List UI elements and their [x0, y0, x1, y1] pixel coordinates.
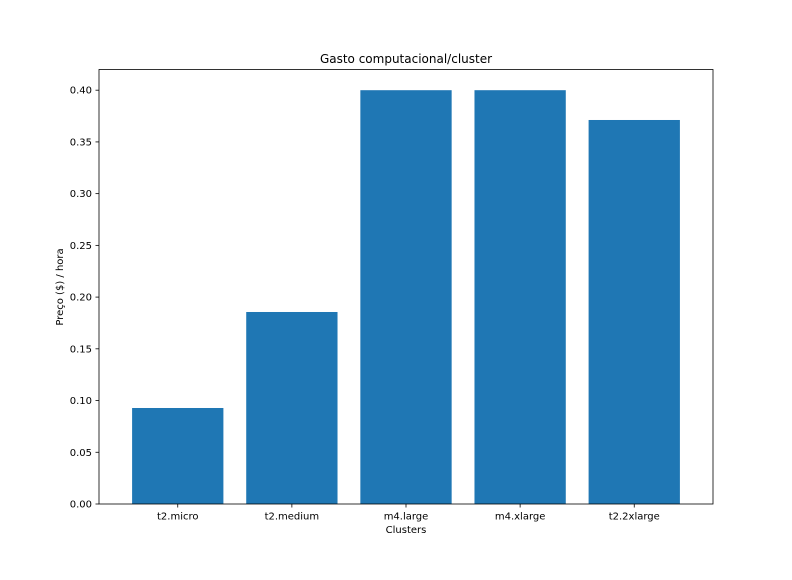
plot-frame: [98, 69, 714, 505]
y-tick-label: 0.10: [70, 396, 92, 407]
x-tick-label: t2.2xlarge: [609, 512, 660, 523]
bars-layer: [132, 90, 680, 504]
y-tick-label: 0.35: [70, 137, 92, 148]
x-axis-label: Clusters: [386, 525, 427, 536]
chart-title: Gasto computacional/cluster: [320, 52, 492, 66]
y-axis: 0.00 0.05 0.10 0.15 0.20 0.25 0.30 0.35 0.40: [70, 86, 99, 511]
y-axis-label: Preço ($) / hora: [55, 248, 66, 325]
x-tick-label: t2.micro: [157, 512, 199, 523]
x-axis: t2.micro t2.medium m4.large m4.xlarge t2.2xl…: [157, 504, 660, 523]
bar-t2-2xlarge: [588, 119, 680, 504]
y-tick-label: 0.30: [70, 189, 92, 200]
y-tick-label: 0.00: [70, 500, 92, 511]
bar-m4-large: [360, 90, 452, 504]
x-tick-label: m4.large: [384, 512, 429, 523]
y-tick-label: 0.05: [70, 448, 92, 459]
y-tick-label: 0.20: [70, 293, 92, 304]
bar-m4-xlarge: [474, 90, 566, 504]
bar-t2-micro: [132, 407, 224, 504]
bar-t2-medium: [246, 311, 338, 504]
y-tick-label: 0.40: [70, 86, 92, 97]
x-tick-label: m4.xlarge: [495, 512, 546, 523]
x-tick-label: t2.medium: [265, 512, 320, 523]
y-tick-label: 0.25: [70, 241, 92, 252]
y-tick-label: 0.15: [70, 344, 92, 355]
